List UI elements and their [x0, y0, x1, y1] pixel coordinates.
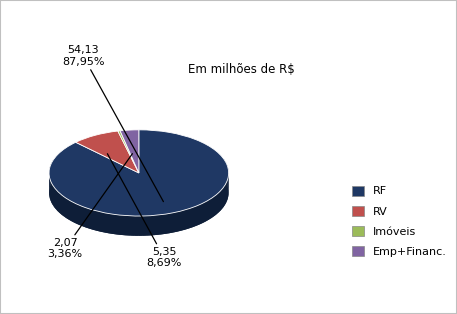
Wedge shape — [49, 130, 228, 216]
Polygon shape — [226, 163, 227, 185]
Polygon shape — [163, 214, 167, 234]
Polygon shape — [213, 196, 215, 217]
Text: Em milhões de R$: Em milhões de R$ — [188, 63, 295, 76]
Polygon shape — [50, 179, 51, 200]
Polygon shape — [62, 196, 64, 217]
Polygon shape — [179, 211, 182, 231]
Polygon shape — [114, 214, 118, 235]
Polygon shape — [221, 189, 223, 210]
Polygon shape — [122, 215, 126, 236]
Polygon shape — [151, 215, 155, 236]
Polygon shape — [53, 159, 54, 181]
Polygon shape — [57, 190, 58, 212]
Polygon shape — [118, 215, 122, 235]
Polygon shape — [55, 188, 57, 210]
Polygon shape — [49, 177, 50, 198]
Polygon shape — [67, 199, 69, 220]
Polygon shape — [215, 194, 217, 215]
Polygon shape — [224, 159, 225, 181]
Polygon shape — [205, 201, 208, 222]
Polygon shape — [227, 179, 228, 201]
Polygon shape — [50, 165, 51, 187]
Polygon shape — [186, 208, 189, 230]
Polygon shape — [99, 211, 102, 232]
Polygon shape — [227, 165, 228, 187]
Ellipse shape — [49, 149, 228, 236]
Polygon shape — [95, 210, 99, 231]
Polygon shape — [202, 202, 205, 223]
Polygon shape — [224, 185, 225, 207]
Polygon shape — [110, 214, 114, 234]
Polygon shape — [134, 216, 138, 236]
Polygon shape — [72, 202, 75, 223]
Legend: RF, RV, Imóveis, Emp+Financ.: RF, RV, Imóveis, Emp+Financ. — [349, 182, 450, 261]
Polygon shape — [75, 203, 78, 225]
Polygon shape — [138, 216, 143, 236]
Polygon shape — [49, 167, 50, 188]
Wedge shape — [120, 130, 139, 173]
Polygon shape — [51, 183, 53, 204]
Polygon shape — [64, 197, 67, 219]
Polygon shape — [159, 214, 163, 235]
Polygon shape — [219, 190, 221, 212]
Text: 2,07
3,36%: 2,07 3,36% — [48, 154, 133, 259]
Polygon shape — [88, 208, 91, 229]
Polygon shape — [208, 199, 210, 220]
Polygon shape — [147, 216, 151, 236]
Polygon shape — [69, 200, 72, 222]
Polygon shape — [78, 205, 81, 226]
Polygon shape — [175, 212, 179, 232]
Polygon shape — [210, 198, 213, 219]
Polygon shape — [58, 192, 60, 214]
Polygon shape — [102, 212, 106, 233]
Wedge shape — [76, 131, 139, 173]
Polygon shape — [143, 216, 147, 236]
Polygon shape — [155, 215, 159, 235]
Polygon shape — [51, 163, 52, 185]
Polygon shape — [106, 213, 110, 234]
Polygon shape — [196, 205, 199, 226]
Polygon shape — [53, 187, 55, 208]
Polygon shape — [199, 203, 202, 225]
Polygon shape — [85, 207, 88, 228]
Polygon shape — [182, 210, 186, 230]
Polygon shape — [225, 183, 226, 204]
Polygon shape — [223, 187, 224, 208]
Polygon shape — [189, 207, 193, 228]
Polygon shape — [193, 206, 196, 227]
Text: 54,13
87,95%: 54,13 87,95% — [62, 46, 164, 202]
Polygon shape — [171, 212, 175, 233]
Polygon shape — [217, 192, 219, 214]
Text: 5,35
8,69%: 5,35 8,69% — [107, 154, 182, 268]
Wedge shape — [118, 131, 139, 173]
Polygon shape — [126, 216, 130, 236]
Polygon shape — [226, 181, 227, 203]
Polygon shape — [60, 194, 62, 215]
Polygon shape — [81, 206, 85, 227]
Polygon shape — [167, 213, 171, 234]
Polygon shape — [130, 216, 134, 236]
Polygon shape — [225, 161, 226, 183]
Polygon shape — [52, 161, 53, 183]
Polygon shape — [91, 209, 95, 230]
